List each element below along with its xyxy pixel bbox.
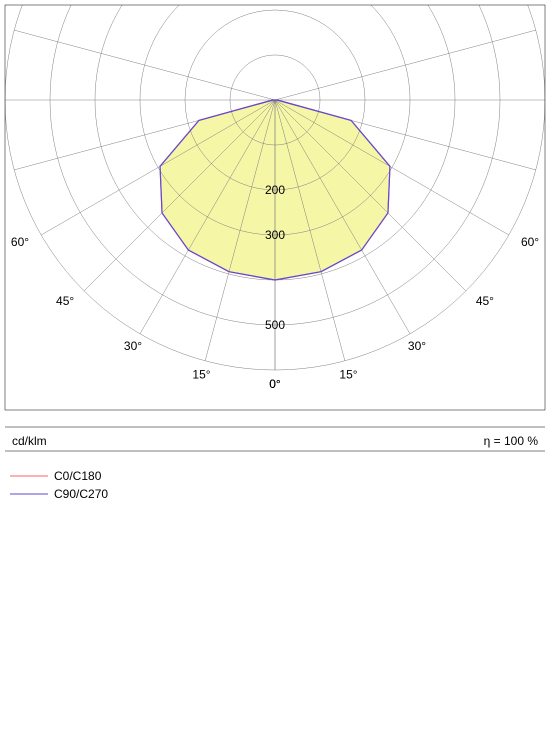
legend-label: C0/C180: [54, 469, 102, 483]
angle-label: 30°: [124, 339, 142, 353]
ring-label: 500: [265, 318, 285, 332]
footer-right: η = 100 %: [484, 434, 539, 448]
footer-left: cd/klm: [12, 434, 47, 448]
angle-label: 15°: [192, 367, 210, 381]
ring-label: 200: [265, 183, 285, 197]
angle-label: 45°: [56, 294, 74, 308]
angle-label: 30°: [408, 339, 426, 353]
ring-label: 300: [265, 228, 285, 242]
angle-label: 60°: [521, 235, 539, 249]
angle-label: 60°: [11, 235, 29, 249]
polar-chart: 2003005000°0°15°15°30°30°45°45°60°60°75°…: [0, 0, 550, 750]
angle-label: 0°: [269, 377, 281, 391]
legend-label: C90/C270: [54, 487, 108, 501]
angle-label: 45°: [476, 294, 494, 308]
angle-label: 15°: [339, 367, 357, 381]
